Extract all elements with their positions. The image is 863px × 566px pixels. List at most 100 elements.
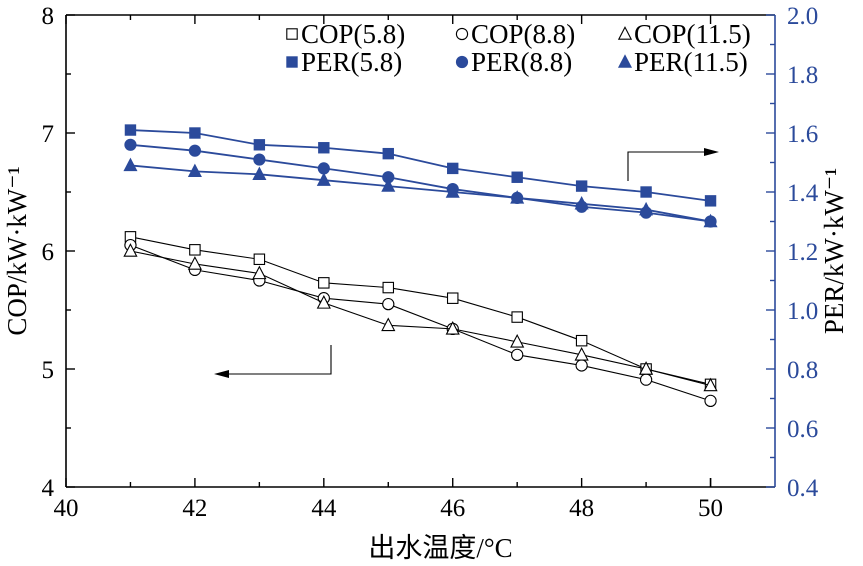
data-point-per-88 [188, 144, 202, 157]
data-point-per-58 [511, 171, 523, 183]
legend-label-per-115: PER(11.5) [634, 47, 748, 77]
data-point-per-115 [445, 184, 460, 198]
y-left-axis-title: COP/kW·kW⁻¹ [2, 166, 32, 335]
series-cop-88 [124, 238, 717, 408]
data-point-cop-58 [446, 292, 459, 304]
x-axis-title: 出水温度/°C [368, 533, 512, 563]
x-tick-label: 46 [440, 495, 465, 522]
legend-marker-cop-115 [617, 26, 633, 40]
y-right-tick-label: 1.6 [787, 121, 818, 148]
series [123, 124, 718, 408]
legend-label-cop-115: COP(11.5) [634, 19, 751, 49]
legend-entry-per-115: PER(11.5) [617, 47, 748, 77]
y-right-tick-label: 2.0 [787, 3, 818, 30]
y-left-tick-label: 5 [42, 357, 55, 384]
y-right-axis-title: PER/kW·kW⁻¹ [819, 168, 849, 334]
data-point-cop-88 [511, 348, 524, 361]
data-point-cop-58 [511, 311, 523, 323]
series-line-per-58 [130, 129, 711, 202]
data-point-per-88 [317, 162, 330, 175]
legend-entry-per-58: PER(5.8) [286, 47, 402, 77]
legend-marker-per-115 [617, 54, 633, 68]
data-point-per-58 [382, 147, 394, 160]
data-point-per-58 [189, 127, 201, 139]
y-left-tick-label: 4 [42, 475, 55, 502]
data-point-cop-115 [445, 320, 460, 335]
data-point-per-115 [574, 196, 589, 210]
data-point-cop-115 [703, 377, 718, 392]
data-point-per-58 [318, 142, 330, 154]
series-cop-58 [124, 231, 717, 391]
arrow-head-right [704, 148, 719, 156]
legend-entry-cop-58: COP(5.8) [286, 19, 405, 49]
data-point-per-58 [447, 162, 459, 175]
data-point-cop-88 [704, 394, 717, 408]
data-point-per-115 [316, 172, 331, 186]
legend: COP(5.8) COP(8.8) COP(11.5) PER(5.8) PER(8.8… [286, 19, 751, 77]
y-right-tick-label: 0.4 [787, 475, 819, 502]
data-point-per-58 [124, 124, 137, 136]
legend-marker-cop-58 [286, 28, 298, 40]
data-point-cop-115 [381, 317, 396, 332]
y-right-tick-label: 1.0 [787, 298, 818, 325]
legend-entry-cop-115: COP(11.5) [617, 19, 751, 49]
data-point-cop-115 [574, 346, 589, 361]
data-point-cop-88 [575, 359, 588, 372]
arrow-to-right-axis [627, 151, 712, 181]
y-left-tick-label: 7 [42, 121, 55, 148]
legend-marker-per-58 [286, 56, 298, 68]
x-tick-label: 44 [311, 495, 337, 522]
legend-label-cop-88: COP(8.8) [471, 19, 575, 49]
data-point-per-115 [187, 163, 202, 178]
data-point-per-88 [253, 153, 266, 166]
data-point-per-115 [703, 213, 718, 228]
data-point-per-115 [123, 157, 138, 172]
data-point-cop-115 [252, 265, 267, 280]
y-left-tick-label: 6 [42, 239, 55, 266]
y-right-tick-label: 1.8 [787, 62, 818, 89]
data-point-per-58 [253, 139, 266, 151]
series-line-cop-58 [130, 236, 711, 385]
ticks: 40 42 44 46 48 50 4 5 6 7 8 0.4 0.6 0.8 1.0 1.2 1.4 1.6 1.… [2, 3, 849, 563]
data-point-cop-88 [639, 373, 653, 386]
y-left-tick-label: 8 [42, 3, 55, 30]
series-per-58 [124, 124, 717, 207]
x-tick-label: 42 [182, 495, 207, 522]
data-point-cop-115 [638, 361, 654, 375]
axes [65, 14, 776, 488]
series-line-per-115 [130, 164, 711, 223]
x-tick-label: 48 [569, 495, 594, 522]
legend-entry-cop-88: COP(8.8) [455, 19, 575, 49]
data-point-cop-58 [189, 244, 201, 256]
legend-entry-per-88: PER(8.8) [455, 47, 572, 77]
series-per-115 [123, 157, 718, 228]
legend-marker-cop-88 [455, 27, 469, 41]
data-point-cop-58 [253, 253, 266, 266]
data-point-per-115 [252, 166, 267, 180]
x-tick-label: 50 [698, 495, 723, 522]
y-right-tick-label: 0.8 [787, 357, 818, 384]
series-cop-115 [123, 243, 718, 392]
data-point-cop-58 [318, 277, 330, 289]
series-line-per-88 [130, 143, 711, 223]
y-right-tick-label: 1.2 [787, 239, 818, 266]
data-point-per-58 [704, 195, 717, 207]
data-point-per-115 [510, 190, 525, 204]
data-point-per-58 [575, 180, 588, 192]
data-point-cop-115 [316, 295, 331, 309]
arrow-head-left [214, 370, 229, 378]
legend-label-cop-58: COP(5.8) [301, 19, 405, 49]
data-point-per-115 [381, 178, 396, 192]
data-point-per-88 [124, 138, 137, 151]
data-point-cop-115 [123, 243, 138, 257]
data-point-cop-58 [575, 334, 588, 347]
data-point-per-58 [640, 186, 652, 198]
data-point-cop-115 [187, 256, 203, 270]
y-right-tick-label: 0.6 [787, 416, 818, 443]
legend-label-per-88: PER(8.8) [471, 47, 572, 77]
arrow-to-left-axis [222, 345, 332, 375]
data-point-cop-88 [382, 297, 395, 311]
legend-label-per-58: PER(5.8) [301, 47, 402, 77]
